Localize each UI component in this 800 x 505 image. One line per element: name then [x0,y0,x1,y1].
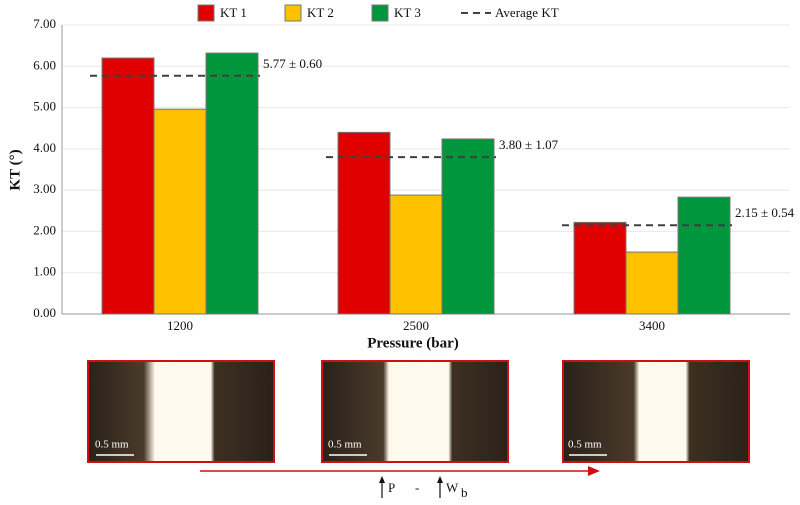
y-tick-label: 5.00 [33,99,56,114]
image-panel: 0.5 mm [321,360,509,463]
bar [625,251,679,315]
y-tick-label: 7.00 [33,16,56,31]
average-label: 2.15 ± 0.54 [735,205,795,220]
average-label: 5.77 ± 0.60 [263,56,322,71]
x-tick-label: 3400 [639,318,665,333]
bar [337,131,391,315]
scale-label: 0.5 mm [568,439,602,451]
image-panel: 0.5 mm [562,360,750,463]
bar [677,196,731,315]
y-tick-label: 2.00 [33,222,56,237]
bar [101,57,155,315]
legend-label: KT 3 [394,5,421,20]
legend-label: Average KT [495,5,559,20]
scale-label: 0.5 mm [95,439,129,451]
arrow-label: - [415,480,419,495]
legend-label: KT 1 [220,5,247,20]
legend-swatch [284,4,302,22]
y-tick-label: 4.00 [33,140,56,155]
x-tick-label: 1200 [167,318,193,333]
scale-label: 0.5 mm [328,439,362,451]
bar [205,52,259,315]
y-tick-label: 6.00 [33,57,56,72]
bar [153,108,207,315]
arrow-label: W [446,480,459,495]
image-panel: 0.5 mm [87,360,275,463]
y-tick-label: 0.00 [33,305,56,320]
arrow-label: b [461,485,468,500]
trend-arrow: P - W b [200,466,600,500]
bar [573,221,627,315]
arrow-label: P [388,480,395,495]
y-axis-title: KT (°) [7,149,23,190]
x-axis-title: Pressure (bar) [367,335,459,351]
legend-label: KT 2 [307,5,334,20]
y-tick-label: 3.00 [33,181,56,196]
bar [441,138,495,315]
y-tick-label: 1.00 [33,264,56,279]
legend-swatch [371,4,389,22]
legend-swatch [197,4,215,22]
x-tick-label: 2500 [403,318,429,333]
average-label: 3.80 ± 1.07 [499,137,559,152]
bar [389,194,443,315]
